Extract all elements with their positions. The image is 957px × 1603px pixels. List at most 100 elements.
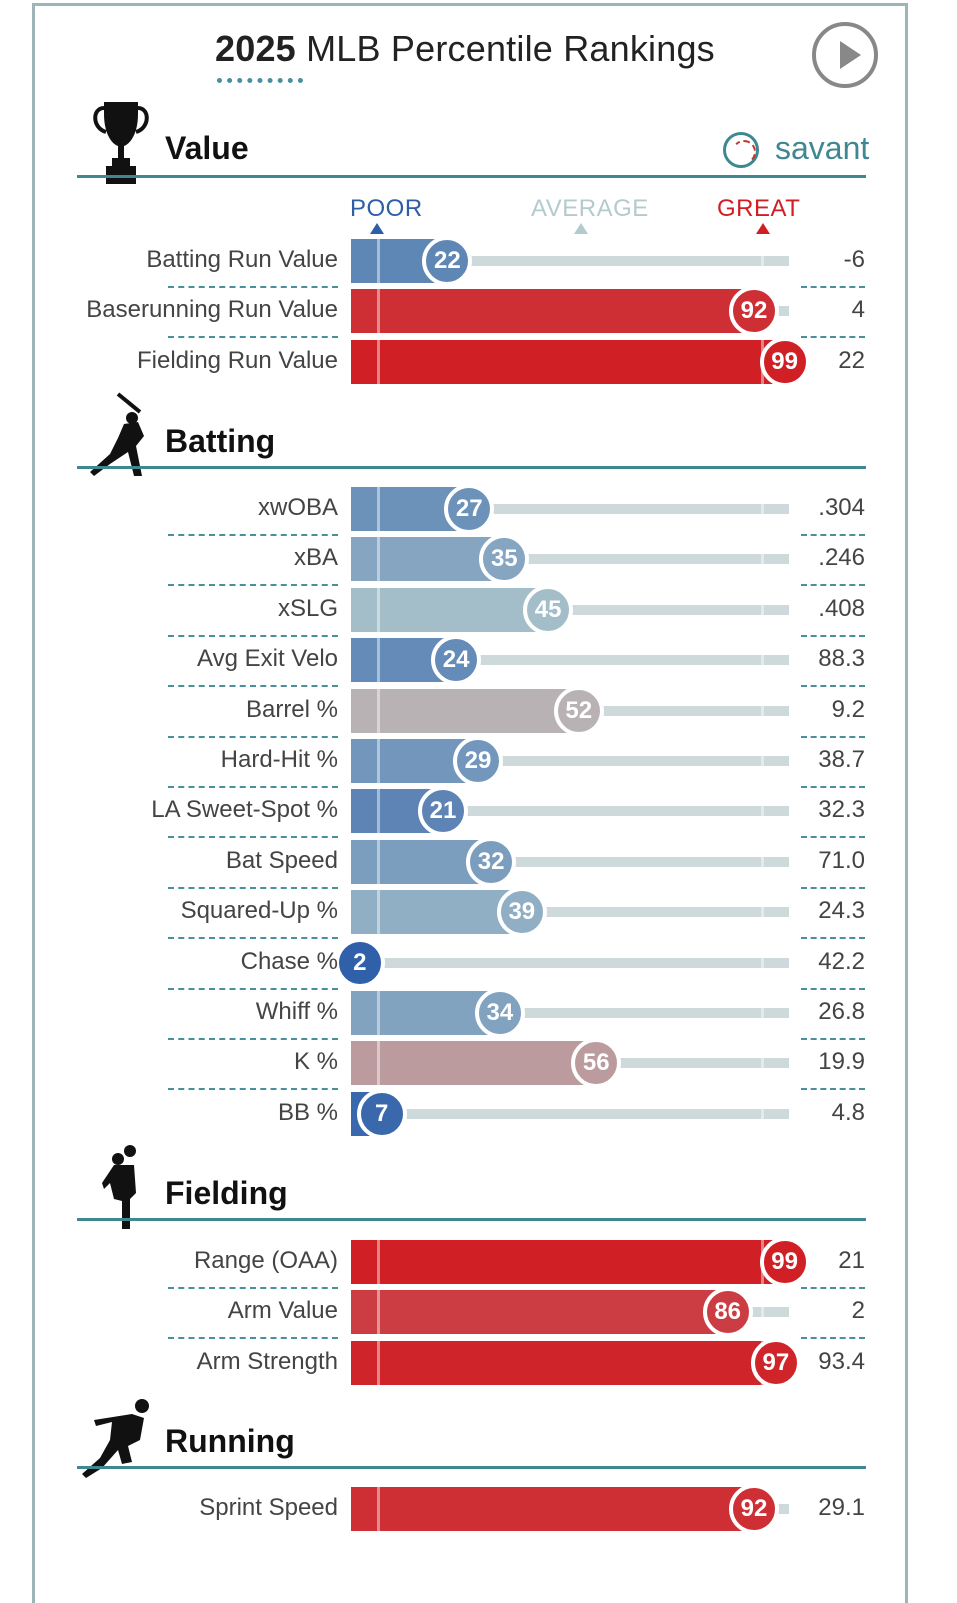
percentile-bubble[interactable]: 45: [523, 584, 574, 635]
percentile-bar[interactable]: [351, 890, 522, 935]
metric-value: 19.9: [818, 1048, 865, 1076]
bar-guide: [760, 1091, 764, 1136]
percentile-bubble[interactable]: 52: [553, 685, 604, 736]
bar-guide: [760, 487, 764, 531]
row-separator: [801, 735, 865, 738]
batter-icon: [90, 392, 144, 476]
scale-great-label: GREAT: [717, 195, 801, 222]
percentile-bar[interactable]: [351, 587, 549, 632]
percentile-bubble[interactable]: 35: [479, 534, 530, 585]
bar-track: [351, 957, 789, 968]
percentile-bubble[interactable]: 7: [356, 1088, 407, 1139]
metric-label: Barrel %: [245, 695, 338, 723]
percentile-bar[interactable]: [351, 1240, 785, 1284]
percentile-bar[interactable]: [351, 1487, 754, 1531]
bar-guide: [377, 487, 381, 531]
bar-guide: [760, 839, 764, 884]
metric-label: Arm Strength: [196, 1347, 338, 1375]
percentile-bubble[interactable]: 27: [444, 484, 495, 534]
percentile-bubble[interactable]: 56: [571, 1038, 622, 1089]
bar-guide: [760, 890, 764, 935]
percentile-bubble[interactable]: 92: [728, 1484, 779, 1534]
percentile-bubble[interactable]: 21: [417, 786, 468, 837]
metric-label: Sprint Speed: [199, 1494, 338, 1521]
bar-guide: [760, 638, 764, 683]
row-separator: [801, 1337, 865, 1340]
percentile-bar[interactable]: [351, 1041, 597, 1086]
percentile-bubble[interactable]: 99: [759, 336, 810, 387]
average-arrow-icon: [574, 223, 588, 234]
bar-guide: [760, 1041, 764, 1086]
metric-label: Bat Speed: [225, 846, 338, 874]
row-separator: [168, 937, 338, 940]
section-divider: [77, 466, 866, 469]
metric-value: 26.8: [818, 998, 865, 1025]
percentile-bubble[interactable]: 86: [702, 1287, 753, 1338]
percentile-bubble[interactable]: 22: [422, 236, 473, 286]
poor-arrow-icon: [370, 223, 384, 234]
bar-guide: [760, 688, 764, 733]
runner-icon: [82, 1399, 149, 1478]
scale-average-label: AVERAGE: [531, 195, 649, 222]
percentile-bar[interactable]: [351, 688, 579, 733]
metric-label: BB %: [277, 1098, 338, 1126]
percentile-bubble[interactable]: 97: [750, 1337, 801, 1388]
title-text: MLB Percentile Rankings: [306, 28, 715, 69]
bar-guide: [760, 1290, 764, 1335]
row-separator: [168, 286, 338, 288]
percentile-bubble[interactable]: 34: [474, 988, 525, 1038]
metric-value: 88.3: [818, 645, 865, 673]
percentile-bubble[interactable]: 92: [728, 286, 779, 337]
row-separator: [168, 1088, 338, 1091]
metric-value: 32.3: [818, 796, 865, 824]
percentile-bubble[interactable]: 99: [759, 1237, 810, 1287]
row-separator: [801, 584, 865, 587]
row-separator: [801, 286, 865, 288]
metric-label: xwOBA: [257, 494, 338, 521]
row-separator: [801, 937, 865, 940]
row-separator: [801, 886, 865, 889]
bar-guide: [760, 991, 764, 1035]
metric-label: K %: [293, 1048, 338, 1076]
row-separator: [801, 1038, 865, 1040]
percentile-bubble[interactable]: 24: [431, 635, 482, 686]
play-button[interactable]: [812, 22, 878, 88]
metric-label: Avg Exit Velo: [197, 645, 338, 673]
row-separator: [168, 1287, 338, 1289]
percentile-bar[interactable]: [351, 1290, 728, 1335]
bar-track: [351, 504, 789, 514]
metric-label: Range (OAA): [193, 1247, 338, 1274]
percentile-bubble[interactable]: 29: [453, 736, 504, 786]
section-divider: [77, 175, 866, 178]
metric-value: 2: [851, 1297, 865, 1325]
metric-value: 38.7: [818, 746, 865, 773]
metric-value: 22: [838, 346, 865, 374]
bar-guide: [377, 839, 381, 884]
row-separator: [168, 735, 338, 738]
metric-value: 29.1: [818, 1494, 865, 1521]
bar-guide: [760, 537, 764, 582]
bar-track: [351, 907, 789, 918]
row-separator: [168, 1038, 338, 1040]
metric-label: xBA: [293, 544, 338, 572]
percentile-bar[interactable]: [351, 289, 754, 334]
metric-label: xSLG: [277, 594, 338, 622]
row-separator: [168, 987, 338, 990]
percentile-bar[interactable]: [351, 537, 505, 582]
row-separator: [168, 634, 338, 637]
metric-value: .408: [818, 594, 865, 622]
bar-guide: [760, 739, 764, 783]
bar-guide: [377, 1290, 381, 1335]
bar-guide: [377, 890, 381, 935]
percentile-bubble[interactable]: 2: [334, 937, 385, 988]
percentile-bar[interactable]: [351, 339, 785, 384]
bar-guide: [377, 537, 381, 582]
metric-value: .246: [818, 544, 865, 572]
bar-guide: [377, 1041, 381, 1086]
metric-value: 24.3: [818, 897, 865, 925]
metric-label: Batting Run Value: [146, 246, 338, 273]
percentile-bar[interactable]: [351, 1340, 776, 1385]
percentile-bubble[interactable]: 32: [466, 836, 517, 887]
percentile-bubble[interactable]: 39: [496, 887, 547, 938]
metric-value: 71.0: [818, 846, 865, 874]
